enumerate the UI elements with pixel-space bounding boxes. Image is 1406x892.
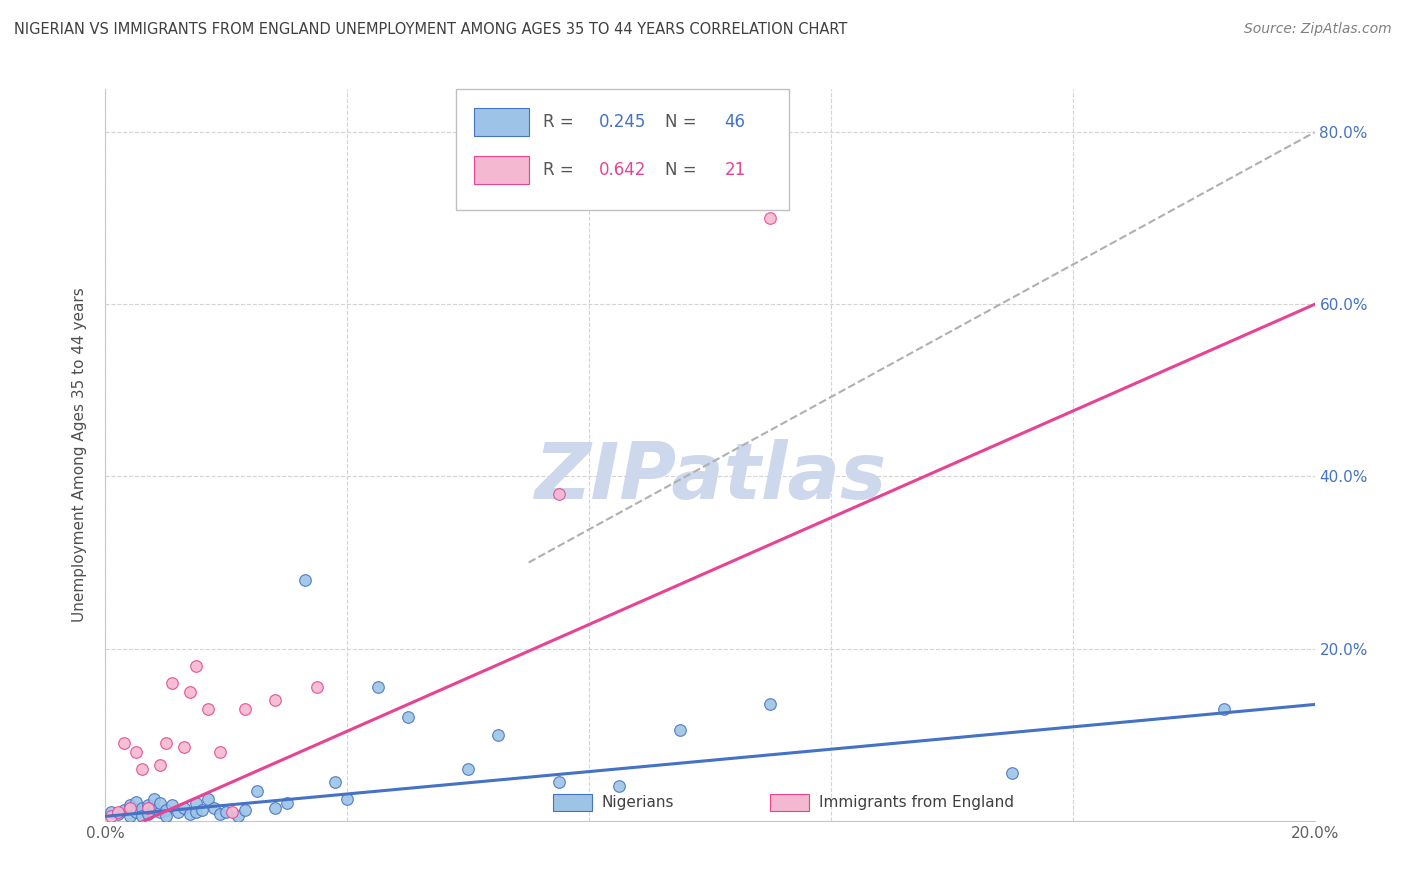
Point: [179, 806, 201, 821]
Text: Nigerians: Nigerians: [602, 795, 673, 810]
Point: [263, 801, 285, 815]
Point: [131, 801, 153, 815]
Point: [197, 792, 219, 806]
Point: [209, 745, 232, 759]
Point: [167, 805, 190, 819]
Point: [548, 775, 571, 789]
Point: [209, 806, 232, 821]
Point: [294, 573, 316, 587]
FancyBboxPatch shape: [456, 89, 789, 210]
Point: [100, 805, 122, 819]
Point: [118, 798, 141, 813]
Point: [215, 805, 238, 819]
Text: N =: N =: [665, 113, 702, 131]
Point: [336, 792, 359, 806]
Point: [759, 698, 782, 712]
Text: 0.642: 0.642: [599, 161, 647, 178]
Point: [125, 805, 148, 819]
Point: [136, 798, 159, 813]
FancyBboxPatch shape: [474, 156, 529, 184]
Text: ZIPatlas: ZIPatlas: [534, 439, 886, 515]
Text: Source: ZipAtlas.com: Source: ZipAtlas.com: [1244, 22, 1392, 37]
Point: [142, 801, 165, 815]
Point: [125, 745, 148, 759]
FancyBboxPatch shape: [770, 794, 810, 811]
Point: [149, 797, 172, 811]
Point: [548, 486, 571, 500]
Point: [149, 757, 172, 772]
Point: [160, 676, 183, 690]
Point: [488, 728, 510, 742]
Point: [228, 809, 250, 823]
Point: [125, 795, 148, 809]
Text: R =: R =: [543, 161, 579, 178]
Text: N =: N =: [665, 161, 702, 178]
Point: [759, 211, 782, 226]
Text: NIGERIAN VS IMMIGRANTS FROM ENGLAND UNEMPLOYMENT AMONG AGES 35 TO 44 YEARS CORRE: NIGERIAN VS IMMIGRANTS FROM ENGLAND UNEM…: [14, 22, 848, 37]
Point: [112, 803, 135, 817]
Point: [136, 801, 159, 815]
FancyBboxPatch shape: [553, 794, 592, 811]
Point: [669, 723, 692, 738]
Point: [100, 809, 122, 823]
Text: Immigrants from England: Immigrants from England: [818, 795, 1014, 810]
Y-axis label: Unemployment Among Ages 35 to 44 years: Unemployment Among Ages 35 to 44 years: [72, 287, 87, 623]
Point: [1212, 702, 1236, 716]
Point: [323, 775, 346, 789]
Point: [107, 806, 129, 821]
Point: [160, 798, 183, 813]
Point: [155, 803, 177, 817]
Point: [173, 801, 195, 815]
Point: [131, 809, 153, 823]
Point: [107, 805, 129, 819]
Point: [221, 805, 243, 819]
Point: [202, 801, 225, 815]
Point: [191, 803, 214, 817]
Point: [136, 806, 159, 821]
Point: [149, 805, 172, 819]
Point: [276, 797, 298, 811]
Point: [609, 779, 631, 793]
Point: [186, 805, 208, 819]
Point: [246, 783, 269, 797]
Point: [457, 762, 479, 776]
Point: [118, 801, 141, 815]
FancyBboxPatch shape: [474, 108, 529, 136]
Point: [396, 710, 419, 724]
Point: [197, 702, 219, 716]
Point: [173, 740, 195, 755]
Point: [307, 680, 329, 694]
Point: [186, 797, 208, 811]
Point: [233, 702, 256, 716]
Point: [112, 736, 135, 750]
Point: [118, 809, 141, 823]
Text: 46: 46: [724, 113, 745, 131]
Point: [233, 803, 256, 817]
Text: R =: R =: [543, 113, 579, 131]
Point: [155, 736, 177, 750]
Text: 0.245: 0.245: [599, 113, 647, 131]
Point: [1001, 766, 1024, 780]
Point: [179, 684, 201, 698]
Point: [142, 792, 165, 806]
Point: [366, 680, 388, 694]
Point: [131, 762, 153, 776]
Point: [155, 809, 177, 823]
Text: 21: 21: [724, 161, 745, 178]
Point: [186, 658, 208, 673]
Point: [263, 693, 285, 707]
